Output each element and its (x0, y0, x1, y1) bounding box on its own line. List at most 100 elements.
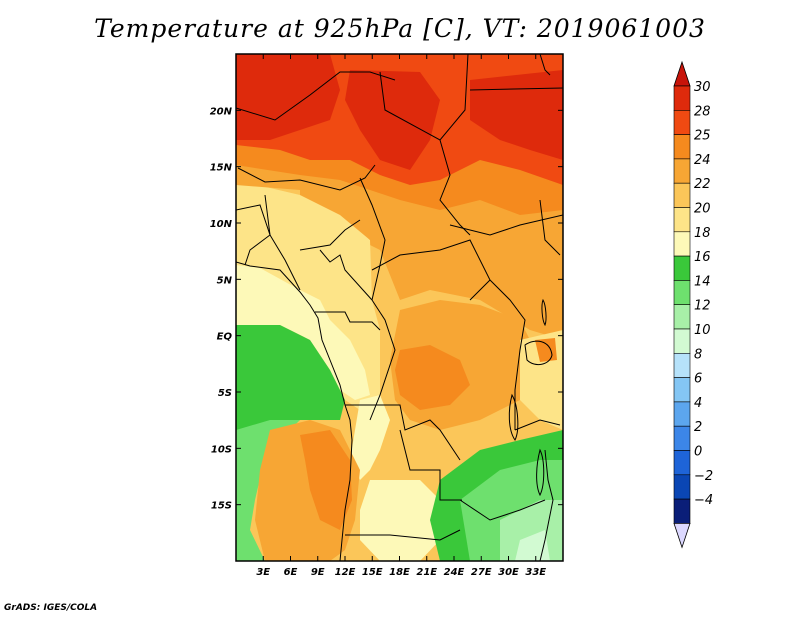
colorbar-label-17: −4 (694, 493, 713, 508)
colorbar-label-3: 24 (694, 153, 711, 168)
border-angola-north (345, 404, 461, 461)
border-niger-nigeria (237, 164, 376, 191)
colorbar-label-11: 8 (694, 347, 702, 362)
colorbar-label-2: 25 (694, 129, 711, 144)
colorbar-label-14: 2 (694, 420, 702, 435)
colorbar-label-13: 4 (694, 396, 702, 411)
field-zone-14-atlantic (236, 420, 300, 561)
border-ethiopia (539, 199, 561, 256)
longitude-axis: 3E 6E 9E 12E 15E 18E 21E 24E 27E 30E 33E (256, 54, 546, 578)
lat-label-5: 5S (218, 388, 232, 399)
field-zone-25-central (395, 345, 470, 410)
lat-label-2: 10N (210, 219, 233, 230)
border-congo-drc (369, 299, 396, 421)
colorbar-band-5 (673, 207, 691, 233)
colorbar-band-17 (673, 498, 691, 524)
field-zone-30-northcentral (345, 70, 440, 170)
coastline-gulf-guinea (236, 261, 353, 561)
lon-label-4: 15E (362, 567, 383, 578)
border-drc-east (489, 279, 526, 430)
lat-label-4: EQ (217, 332, 233, 343)
border-algeria-niger (236, 71, 396, 121)
border-namibia-north (345, 529, 461, 541)
colorbar-band-7 (673, 255, 691, 281)
colorbar-band-12 (673, 377, 691, 403)
lon-label-5: 18E (389, 567, 410, 578)
colorbar-band-16 (673, 474, 691, 500)
colorbar-label-10: 10 (694, 323, 711, 338)
lon-label-7: 24E (444, 567, 465, 578)
colorbar-label-8: 14 (694, 274, 711, 289)
border-mozambique (539, 449, 554, 561)
field-zone-25-southwest (300, 430, 352, 530)
field-zone-30-northeast (470, 70, 563, 160)
field-zone-30-northwest (236, 54, 340, 140)
border-car-south (371, 239, 491, 301)
lon-label-1: 6E (284, 567, 298, 578)
field-zone-18-south (360, 480, 440, 561)
lon-label-10: 33E (525, 567, 546, 578)
lon-label-2: 9E (311, 567, 325, 578)
colorbar-label-1: 28 (694, 104, 711, 119)
colorbar-label-16: −2 (694, 469, 713, 484)
lat-label-6: 10S (211, 444, 232, 455)
lon-label-8: 27E (471, 567, 492, 578)
colorbar-band-1 (673, 110, 691, 135)
border-tanzania (514, 419, 561, 431)
colorbar-label-7: 16 (694, 250, 711, 265)
colorbar-band-10 (673, 328, 691, 354)
border-gabon (315, 311, 381, 331)
colorbar-band-9 (673, 304, 691, 330)
colorbar-band-4 (673, 182, 691, 208)
lat-label-1: 15N (210, 163, 233, 174)
colorbar-label-4: 22 (694, 177, 711, 192)
field-zone-18-west (236, 265, 370, 400)
colorbar-label-9: 12 (694, 299, 711, 314)
colorbar-band-15 (673, 450, 691, 476)
lat-label-3: 5N (217, 275, 233, 286)
border-egypt-sudan (469, 87, 563, 91)
colorbar-band-6 (673, 231, 691, 257)
country-borders (236, 54, 563, 561)
lat-label-0: 20N (210, 106, 233, 117)
border-angola-zambia (399, 429, 462, 501)
colorbar-top-arrow (673, 60, 691, 87)
colorbar-label-5: 20 (694, 202, 711, 217)
colorbar-band-0 (673, 85, 691, 111)
colorbar-band-14 (673, 425, 691, 451)
lake-malawi (536, 448, 545, 497)
lon-label-3: 12E (335, 567, 356, 578)
colorbar-label-0: 30 (694, 80, 711, 95)
field-zone-18-southcentral (350, 395, 390, 480)
border-nigeria-cameroon (299, 219, 361, 251)
border-zambia-south (459, 499, 546, 521)
latitude-axis: 20N 15N 10N 5N EQ 5S 10S 15S (210, 106, 563, 512)
field-zone-10-southeast (515, 530, 550, 561)
border-chad-cameroon (359, 177, 386, 301)
colorbar-label-12: 6 (694, 372, 702, 387)
border-westafrica-nigeria (264, 194, 301, 291)
lat-label-7: 15S (211, 501, 232, 512)
border-sudan-southsudan (449, 214, 563, 236)
lon-label-6: 21E (416, 567, 437, 578)
colorbar-band-8 (673, 280, 691, 305)
colorbar-band-3 (673, 158, 691, 184)
colorbar-band-2 (673, 134, 691, 160)
border-cameroon-coast (319, 249, 373, 301)
red-sea-coast (539, 54, 551, 76)
colorbar-band-11 (673, 352, 691, 378)
lake-tanganyika (508, 393, 519, 441)
lake-turkana (541, 298, 547, 327)
chart-title: Temperature at 925hPa [C], VT: 201906100… (94, 14, 706, 43)
colorbar-label-15: 0 (694, 445, 702, 460)
lon-label-9: 30E (498, 567, 519, 578)
temperature-field (236, 54, 563, 561)
colorbar-bottom-arrow (673, 523, 691, 549)
lon-label-0: 3E (256, 567, 270, 578)
grads-credit: GrADS: IGES/COLA (4, 603, 98, 613)
colorbar-band-13 (673, 401, 691, 427)
colorbar-label-6: 18 (694, 226, 711, 241)
lake-victoria (524, 340, 553, 366)
